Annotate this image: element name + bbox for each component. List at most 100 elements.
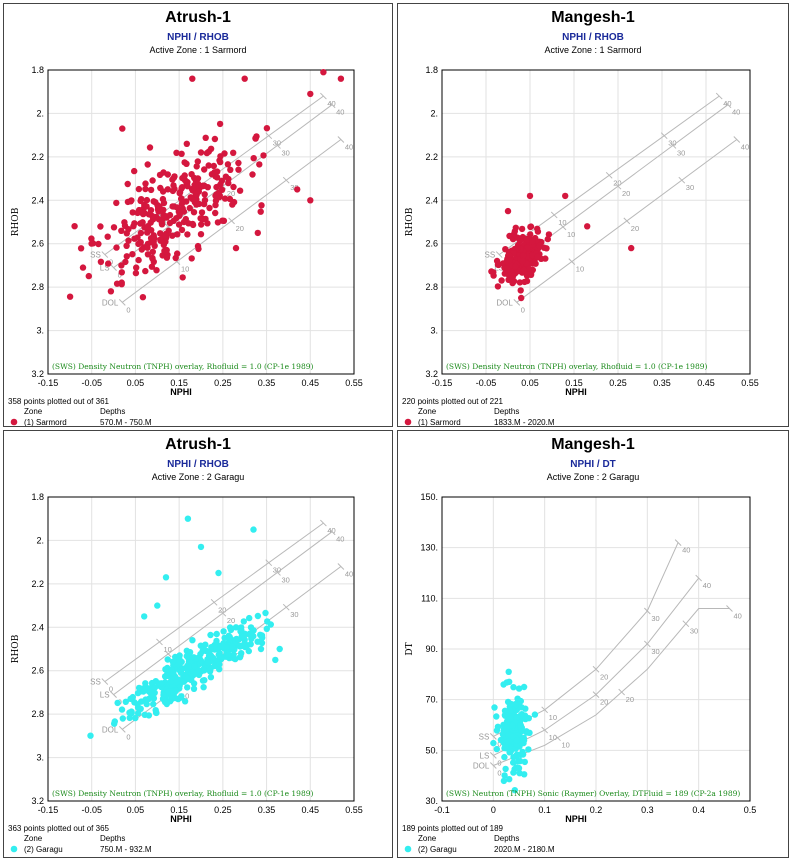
scatter-point [213, 630, 220, 638]
y-tick-label: 3. [36, 326, 44, 336]
porosity-label: 0 [521, 305, 525, 314]
y-tick-label: 3.2 [31, 796, 44, 806]
scatter-point [152, 707, 159, 714]
scatter-point [531, 711, 539, 718]
scatter-point [179, 205, 186, 212]
scatter-point [154, 602, 161, 609]
scatter-point [132, 269, 140, 277]
porosity-tick [495, 251, 503, 258]
porosity-tick [568, 258, 576, 265]
scatter-point [162, 574, 170, 581]
plot-frame [47, 496, 355, 802]
chart-subtitle: NPHI / RHOB [562, 32, 624, 43]
lithology-label: DOL [473, 762, 490, 771]
y-tick-label: 2.6 [31, 666, 44, 676]
x-tick-label: 0.4 [692, 805, 705, 815]
porosity-label: 20 [600, 698, 608, 707]
porosity-tick [282, 603, 290, 611]
scatter-point [141, 613, 148, 620]
scatter-point [534, 228, 542, 235]
scatter-series [66, 69, 345, 301]
x-tick-label: 0.5 [744, 805, 757, 815]
scatter-point [194, 175, 201, 182]
x-tick-label: 0.45 [302, 805, 320, 815]
legend-depth-header: Depths [100, 834, 125, 843]
y-tick-label: 70. [425, 695, 438, 705]
y-tick-label: 2.8 [31, 709, 44, 719]
porosity-label: 30 [677, 148, 685, 157]
scatter-point [173, 679, 180, 686]
lithology-label: LS [494, 264, 504, 273]
scatter-point [200, 684, 207, 691]
porosity-label: 10 [562, 741, 570, 750]
x-tick-label: -0.15 [38, 378, 59, 388]
scatter-point [534, 253, 541, 261]
y-tick-label: 2.6 [425, 239, 438, 249]
porosity-tick [618, 688, 626, 696]
scatter-point [257, 208, 264, 215]
scatter-point [160, 206, 167, 214]
scatter-point [217, 158, 224, 166]
scatter-point [164, 672, 172, 680]
scatter-point [118, 706, 126, 713]
scatter-point [527, 270, 535, 277]
porosity-tick [328, 101, 336, 109]
scatter-point [66, 293, 74, 300]
scatter-point [156, 171, 164, 179]
scatter-point [221, 195, 229, 202]
porosity-tick [164, 650, 172, 658]
legend-depth-range: 2020.M - 2180.M [494, 845, 555, 854]
x-tick-label: 0.35 [258, 378, 276, 388]
scatter-point [146, 144, 154, 151]
scatter-point [522, 715, 529, 723]
scatter-point [131, 220, 138, 227]
scatter-point [519, 751, 527, 758]
porosity-label: 30 [290, 183, 298, 192]
scatter-point [307, 197, 314, 204]
scatter-point [179, 274, 186, 281]
scatter-point [178, 150, 185, 157]
porosity-tick [110, 264, 117, 271]
scatter-point [169, 232, 176, 239]
points-plotted-label: 358 points plotted out of 361 [8, 397, 110, 406]
x-tick-label: 0.45 [302, 378, 320, 388]
scatter-point [219, 217, 226, 224]
scatter-point [168, 666, 175, 673]
scatter-point [142, 696, 149, 703]
scatter-point [107, 288, 115, 295]
scatter-point [201, 166, 208, 173]
porosity-label: 30 [273, 139, 281, 148]
scatter-point [240, 618, 247, 625]
scatter-point [254, 638, 261, 645]
scatter-point [224, 161, 232, 168]
scatter-point [513, 714, 520, 721]
scatter-point [236, 654, 244, 661]
scatter-point [97, 223, 104, 230]
scatter-point [169, 658, 176, 665]
scatter-point [226, 633, 233, 641]
scatter-point [169, 187, 177, 195]
scatter-point [201, 182, 208, 189]
x-tick-label: 0.3 [641, 805, 654, 815]
scatter-point [174, 231, 181, 238]
scatter-point [173, 149, 180, 156]
legend-zone-header: Zone [418, 407, 437, 416]
scatter-point [210, 162, 217, 170]
scatter-point [158, 217, 165, 224]
porosity-label: 20 [236, 224, 244, 233]
scatter-point [184, 675, 191, 683]
scatter-point [530, 259, 538, 266]
x-tick-label: 0.25 [214, 805, 232, 815]
legend-marker [404, 418, 412, 426]
scatter-point [191, 663, 198, 670]
scatter-point [294, 186, 301, 193]
scatter-point [169, 176, 176, 183]
scatter-series [490, 668, 539, 794]
porosity-tick [695, 574, 703, 582]
scatter-point [200, 200, 208, 208]
scatter-point [131, 699, 138, 706]
scatter-point [205, 148, 212, 155]
porosity-label: 0 [126, 732, 130, 741]
scatter-point [525, 265, 532, 272]
porosity-label: 10 [558, 218, 566, 227]
